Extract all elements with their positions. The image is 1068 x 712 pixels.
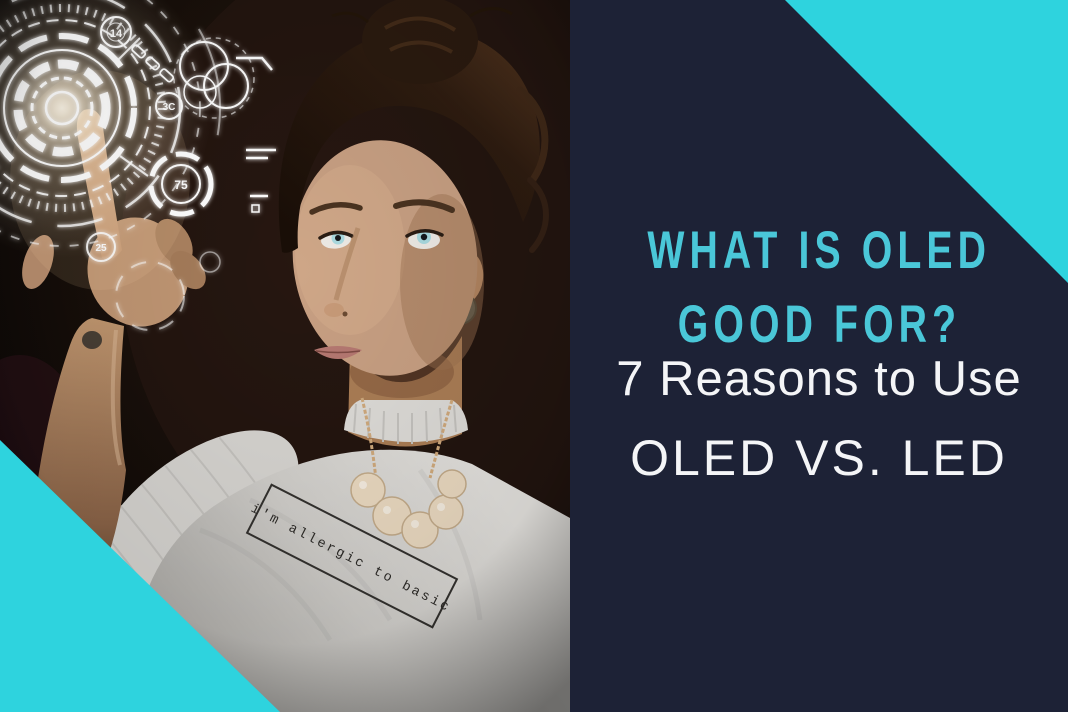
headline-line-2: GOOD FOR?	[677, 295, 961, 354]
hero-photo: i'm allergic to basic	[0, 0, 570, 712]
subtitle-line-1: 7 Reasons to Use	[616, 352, 1022, 406]
photo-vignette	[0, 0, 570, 712]
hero-photo-illustration: i'm allergic to basic	[0, 0, 570, 712]
headline-line-1: WHAT IS OLED	[647, 221, 991, 280]
title-panel: WHAT IS OLED GOOD FOR? 7 Reasons to Use …	[570, 0, 1068, 712]
subtitle-line-2: OLED VS. LED	[630, 430, 1008, 486]
